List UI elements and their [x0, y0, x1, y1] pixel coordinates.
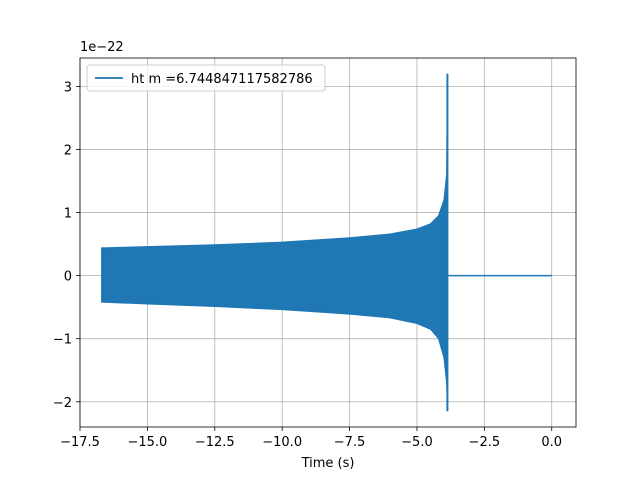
legend-label: ht m =6.744847117582786	[131, 72, 313, 87]
x-tick-label: −12.5	[195, 435, 235, 450]
axes-frame	[79, 57, 577, 428]
legend-box	[86, 64, 326, 92]
x-tick-label: −10.0	[262, 435, 302, 450]
x-tick-label: −2.5	[469, 435, 501, 450]
y-axis-ticks: −2 −1 0 1 2 3	[53, 80, 80, 411]
y-tick-label: 0	[64, 270, 72, 285]
x-tick-label: −5.0	[401, 435, 433, 450]
y-tick-label: −1	[53, 333, 72, 348]
y-axis-offset-label: 1e−22	[80, 40, 124, 55]
y-tick-label: −2	[53, 396, 72, 411]
x-axis-ticks: −17.5 −15.0 −12.5 −10.0 −7.5 −5.0 −2.5 0.0	[60, 427, 562, 450]
x-tick-label: 0.0	[541, 435, 562, 450]
y-tick-label: 2	[64, 143, 72, 158]
x-axis-label: Time (s)	[301, 456, 355, 471]
legend: ht m =6.744847117582786	[86, 64, 326, 92]
series-layer	[101, 73, 552, 412]
y-tick-label: 3	[64, 80, 72, 95]
x-tick-label: −15.0	[127, 435, 167, 450]
y-tick-label: 1	[64, 207, 72, 222]
x-tick-label: −17.5	[60, 435, 100, 450]
x-tick-label: −7.5	[334, 435, 366, 450]
